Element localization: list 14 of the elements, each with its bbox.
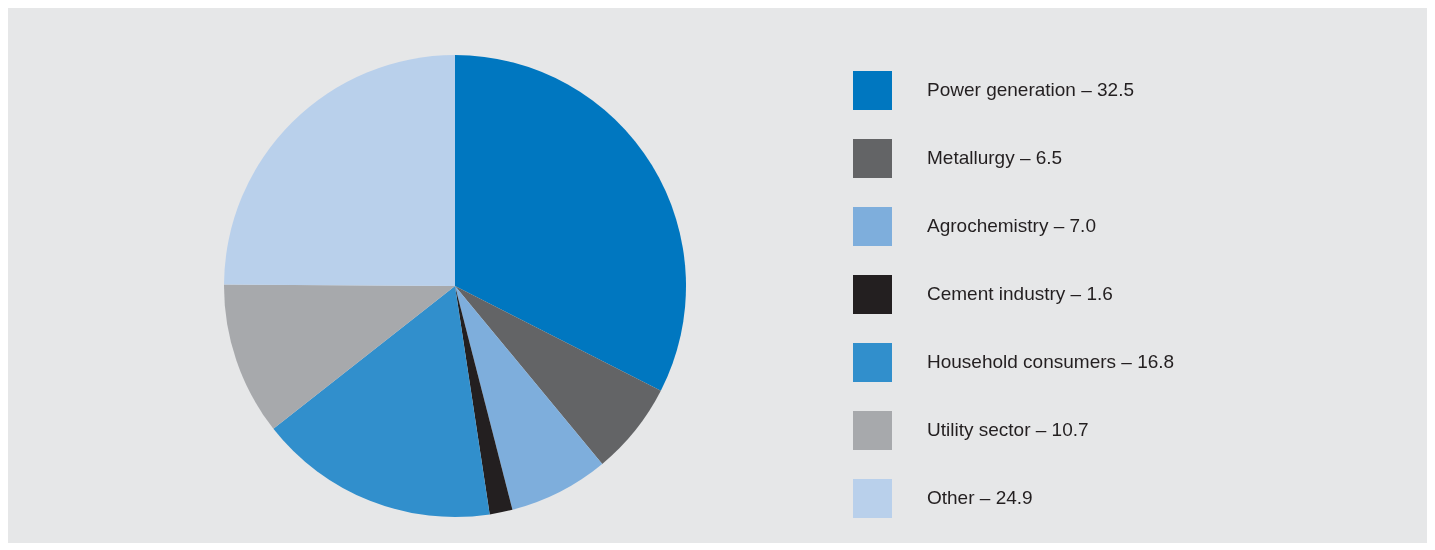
pie-slice xyxy=(224,55,455,286)
legend-label: Household consumers – 16.8 xyxy=(927,351,1175,373)
legend-label: Power generation – 32.5 xyxy=(927,79,1135,101)
pie-slice xyxy=(455,286,603,510)
pie-slice xyxy=(455,55,686,391)
legend-label: Metallurgy – 6.5 xyxy=(927,147,1063,169)
pie-slice xyxy=(455,286,661,464)
pie-slice xyxy=(224,284,455,429)
legend-label: Utility sector – 10.7 xyxy=(927,419,1089,441)
legend-label: Agrochemistry – 7.0 xyxy=(927,215,1096,237)
legend-label: Other – 24.9 xyxy=(927,487,1033,509)
pie-slice xyxy=(455,286,513,515)
pie-slice xyxy=(273,286,490,517)
legend-label: Cement industry – 1.6 xyxy=(927,283,1113,305)
